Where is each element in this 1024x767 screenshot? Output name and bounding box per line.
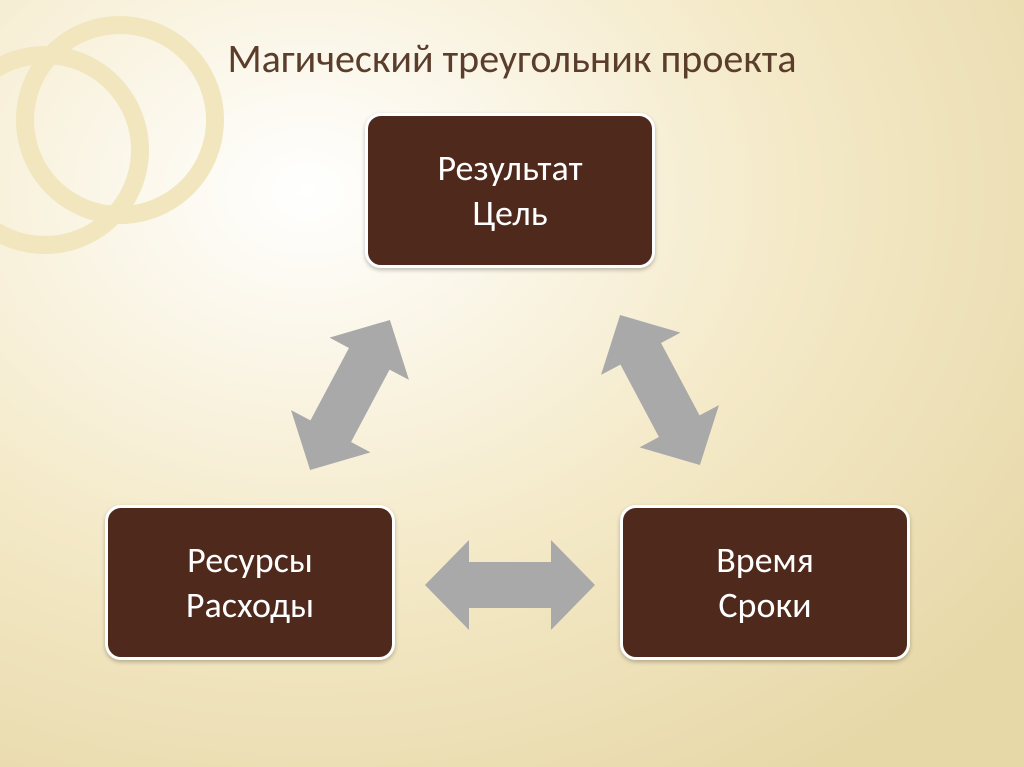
node-top: РезультатЦель [365,113,655,268]
node-right: ВремяСроки [620,505,910,660]
node-top-line-0: Результат [437,146,582,191]
slide: Магический треугольник проекта Результат… [0,0,1024,767]
node-right-line-0: Время [716,538,814,583]
arrow-right-left [423,538,597,632]
page-title: Магический треугольник проекта [0,34,1024,83]
node-left-line-1: Расходы [186,583,314,628]
node-right-line-1: Сроки [718,583,811,628]
node-top-line-1: Цель [472,191,547,236]
double-arrow-icon [423,538,597,632]
node-left-line-0: Ресурсы [187,538,313,583]
node-left: РесурсыРасходы [105,505,395,660]
